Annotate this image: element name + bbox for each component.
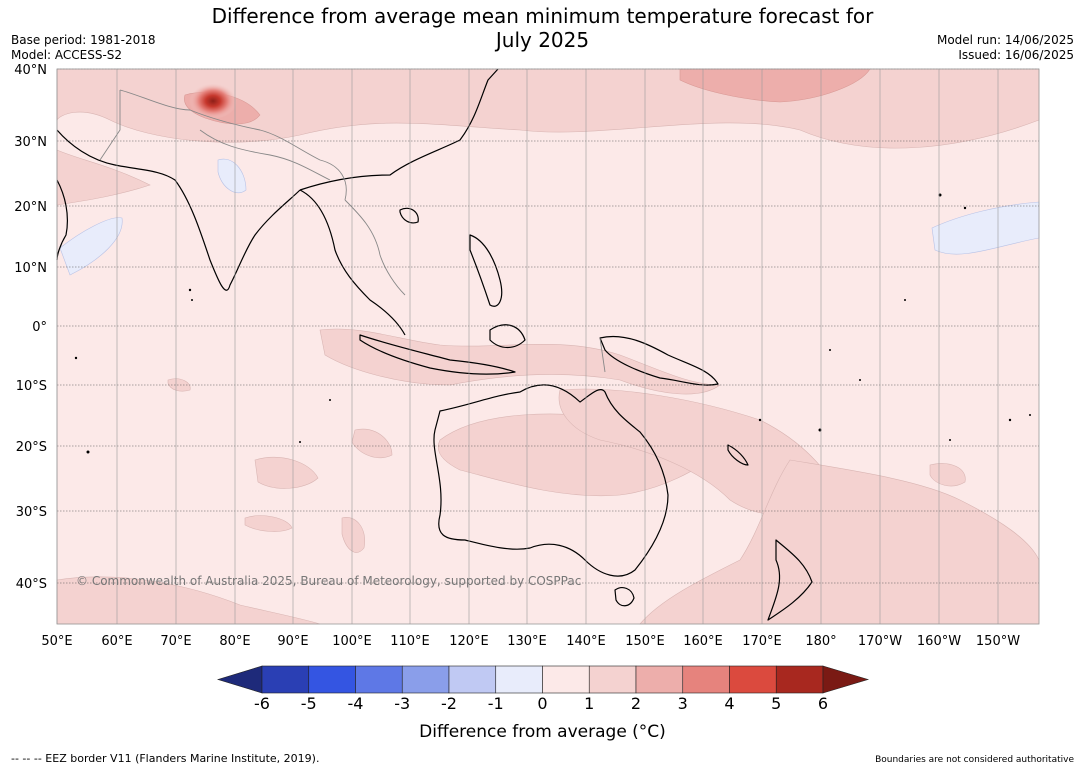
colorbar-swatch — [682, 665, 730, 694]
lon-label: 170°W — [858, 634, 902, 649]
coastlines — [56, 68, 813, 621]
lat-label: 40°S — [16, 577, 47, 592]
lat-label: 40°N — [14, 63, 47, 78]
lon-label: 180° — [805, 634, 836, 649]
title-line-1: Difference from average mean minimum tem… — [211, 4, 874, 28]
latitude-labels: 40°N 30°N 20°N 10°N 0° 10°S 20°S 30°S 40°S — [14, 63, 47, 592]
colorbar-swatch — [448, 665, 497, 694]
colorbar-tick-label: 3 — [678, 694, 688, 713]
lon-label: 70°E — [160, 634, 191, 649]
lon-label: 150°E — [625, 634, 665, 649]
title-line-2: July 2025 — [495, 28, 590, 52]
footer-eez-note: -- -- -- EEZ border V11 (Flanders Marine… — [11, 752, 320, 765]
anomaly-hotspot — [189, 83, 237, 119]
colorbar-swatch — [729, 665, 777, 694]
lon-label: 160°W — [917, 634, 961, 649]
colorbar-swatch — [261, 665, 310, 694]
colorbar-swatch — [775, 665, 824, 694]
colorbar-tick-label: 5 — [771, 694, 781, 713]
colorbar-swatch — [635, 665, 684, 694]
lon-label: 130°E — [507, 634, 547, 649]
colorbar-min-extension — [216, 665, 263, 694]
colorbar-swatch — [355, 665, 403, 694]
lat-label: 20°S — [16, 440, 47, 455]
longitude-gridlines — [56, 69, 999, 624]
lon-label: 140°E — [566, 634, 606, 649]
model-run: Model run: 14/06/2025 — [936, 33, 1074, 47]
model-name: Model: ACCESS-S2 — [11, 48, 123, 62]
lon-label: 170°E — [742, 634, 782, 649]
lat-label: 10°S — [16, 379, 47, 394]
colorbar-tick-label: -2 — [441, 694, 457, 713]
meta-left: Base period: 1981-2018 Model: ACCESS-S2 — [11, 33, 156, 63]
anomaly-minus1-0-regions — [59, 158, 1040, 276]
colorbar-tick-label: -6 — [254, 694, 270, 713]
lon-label: 80°E — [219, 634, 250, 649]
lon-label: 110°E — [390, 634, 430, 649]
colorbar-tick-label: 6 — [818, 694, 828, 713]
colorbar-tick-label: -5 — [301, 694, 317, 713]
lat-label: 30°N — [14, 135, 47, 150]
colorbar-max-extension — [822, 665, 870, 694]
colorbar-tick-label: -1 — [488, 694, 504, 713]
colorbar-swatch — [542, 665, 590, 694]
lon-label: 150°W — [976, 634, 1020, 649]
lon-label: 160°E — [683, 634, 723, 649]
lon-label: 100°E — [332, 634, 372, 649]
lat-label: 30°S — [16, 505, 47, 520]
meta-right: Model run: 14/06/2025 Issued: 16/06/2025 — [937, 33, 1074, 63]
lat-label: 0° — [32, 320, 47, 335]
colorbar-tick-label: 4 — [724, 694, 734, 713]
colorbar-label: Difference from average (°C) — [419, 722, 666, 742]
footer-boundaries-note: Boundaries are not considered authoritat… — [875, 755, 1074, 765]
lon-label: 90°E — [277, 634, 308, 649]
country-borders — [99, 89, 606, 373]
lon-label: 120°E — [449, 634, 489, 649]
lon-label: 60°E — [101, 634, 132, 649]
colorbar-tick-label: 0 — [537, 694, 547, 713]
colorbar-swatch — [588, 665, 637, 694]
issued-date: Issued: 16/06/2025 — [958, 48, 1074, 62]
colorbar-tick-label: -4 — [348, 694, 364, 713]
colorbar-swatch — [308, 665, 356, 694]
map-frame — [56, 68, 1040, 625]
base-period: Base period: 1981-2018 — [11, 33, 156, 47]
map-title: Difference from average mean minimum tem… — [0, 4, 1085, 52]
colorbar-tick-label: 1 — [584, 694, 594, 713]
lat-label: 20°N — [14, 200, 47, 215]
lat-label: 10°N — [14, 261, 47, 276]
colorbar-tick-label: -3 — [394, 694, 410, 713]
colorbar: -6 -5 -4 -3 -2 -1 0 1 2 3 4 5 6 — [216, 665, 870, 713]
colorbar-tick-label: 2 — [631, 694, 641, 713]
longitude-labels: 50°E 60°E 70°E 80°E 90°E 100°E 110°E 120°E 130°E… — [41, 634, 1020, 649]
colorbar-swatch — [401, 665, 450, 694]
lon-label: 50°E — [41, 634, 72, 649]
colorbar-swatch — [495, 665, 543, 694]
copyright-notice: © Commonwealth of Australia 2025, Bureau… — [76, 574, 582, 588]
